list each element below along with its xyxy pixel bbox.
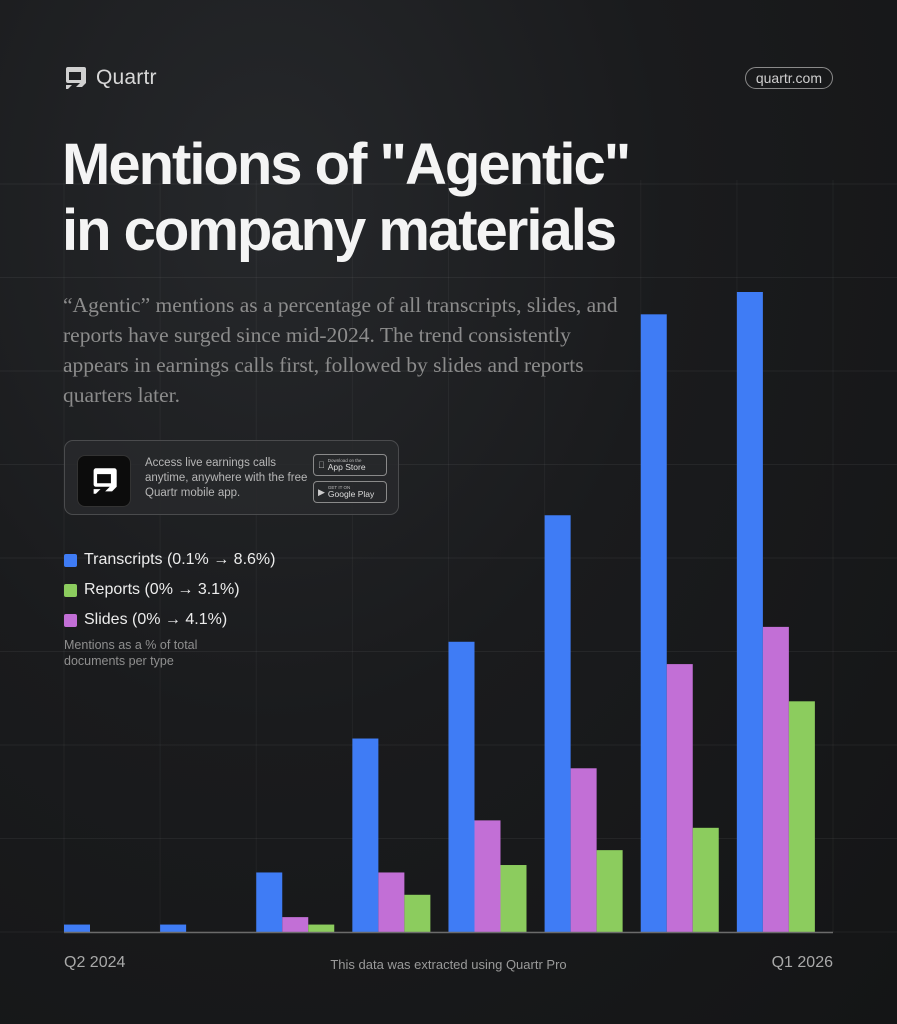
quartr-app-icon[interactable] — [77, 455, 131, 507]
google-play-small-label: GET IT ON — [327, 485, 351, 490]
legend-swatch-reports — [64, 583, 77, 597]
legend-label-slides: Slides (0% → 4.1%) — [84, 611, 228, 628]
bar-reports-q1-2026 — [788, 701, 815, 932]
bar-reports-q4-2025 — [692, 827, 719, 932]
title-line-2: in company materials — [62, 198, 617, 263]
bar-slides-q2-2025 — [474, 820, 501, 932]
google-play-label: Google Play — [327, 489, 375, 499]
google-play-icon: ▶ — [318, 486, 325, 497]
bar-reports-q3-2025 — [596, 850, 623, 932]
bar-transcripts-q2-2024 — [64, 924, 90, 932]
google-play-button[interactable]: ▶ GET IT ON Google Play — [313, 481, 387, 503]
bar-slides-q4-2024 — [282, 917, 309, 932]
quartr-logo[interactable]: Quartr — [62, 64, 157, 92]
bar-transcripts-q3-2025 — [544, 515, 571, 932]
legend-item-transcripts: Transcripts (0.1% → 8.6%) — [64, 545, 275, 575]
app-store-label: App Store — [321, 462, 366, 472]
legend-label-transcripts: Transcripts (0.1% → 8.6%) — [84, 551, 276, 568]
bar-reports-q4-2024 — [308, 924, 335, 932]
app-store-small-label: Download on the — [321, 458, 362, 463]
bar-reports-q2-2025 — [500, 865, 527, 932]
promo-text: Access live earnings calls anytime, anyw… — [145, 457, 308, 499]
legend-swatch-slides — [64, 613, 77, 627]
bar-slides-q3-2025 — [570, 768, 597, 932]
bar-transcripts-q4-2024 — [256, 872, 283, 932]
bar-slides-q1-2026 — [762, 626, 789, 932]
bar-transcripts-q1-2025 — [352, 738, 379, 932]
brand-name: Quartr — [96, 66, 157, 89]
data-source-note: This data was extracted using Quartr Pro — [330, 957, 567, 972]
chart-note: Mentions as a % of total documents per t… — [64, 638, 198, 668]
bar-transcripts-q4-2025 — [640, 314, 667, 933]
bar-transcripts-q2-2025 — [448, 641, 475, 932]
bar-slides-q1-2025 — [378, 872, 405, 932]
chart-legend: Transcripts (0.1% → 8.6%) Reports (0% → … — [64, 545, 275, 635]
legend-swatch-transcripts — [64, 553, 77, 567]
x-axis-start-label: Q2 2024 — [64, 954, 126, 971]
quartr-logo-icon — [62, 65, 88, 91]
title-line-1: Mentions of "Agentic" — [62, 132, 631, 197]
legend-item-reports: Reports (0% → 3.1%) — [64, 575, 275, 605]
legend-label-reports: Reports (0% → 3.1%) — [84, 581, 240, 598]
app-store-button[interactable]:  Download on the App Store — [313, 454, 387, 476]
legend-item-slides: Slides (0% → 4.1%) — [64, 605, 275, 635]
bar-transcripts-q1-2026 — [736, 292, 763, 932]
bar-reports-q1-2025 — [404, 894, 431, 932]
subtitle: “Agentic” mentions as a percentage of al… — [63, 293, 618, 407]
bar-transcripts-q3-2024 — [160, 924, 187, 932]
apple-icon:  — [318, 460, 325, 470]
site-link[interactable]: quartr.com — [744, 67, 833, 89]
app-promo-card: Access live earnings calls anytime, anyw… — [64, 440, 399, 515]
page-title: Mentions of "Agentic" in company materia… — [62, 132, 842, 264]
bar-slides-q4-2025 — [666, 664, 693, 932]
x-axis-end-label: Q1 2026 — [771, 954, 833, 971]
